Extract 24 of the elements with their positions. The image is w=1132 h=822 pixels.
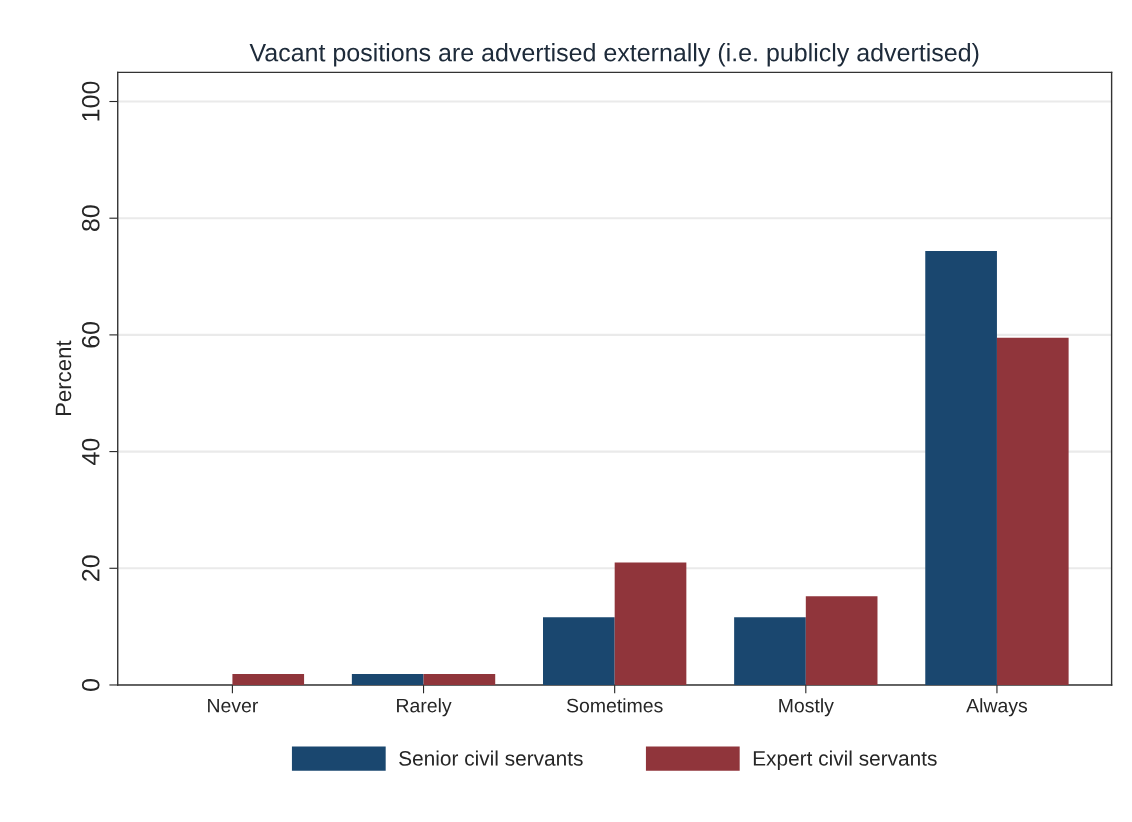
y-tick-label: 100 <box>81 81 100 121</box>
bar <box>614 562 687 685</box>
bar <box>805 596 878 685</box>
bar <box>543 617 615 685</box>
legend-label: Senior civil servants <box>399 750 583 766</box>
chart-title: Vacant positions are advertised externally (i.e. publicly advertised) <box>249 43 979 67</box>
y-tick-label: 80 <box>81 205 100 232</box>
legend-label: Expert civil servants <box>753 750 937 770</box>
y-tick-label: 60 <box>81 321 100 348</box>
y-tick-label: 20 <box>81 555 100 581</box>
bar <box>925 250 997 685</box>
y-tick-label: 0 <box>81 679 100 691</box>
bar <box>996 337 1069 685</box>
bar <box>232 673 305 685</box>
y-axis-title: Percent <box>55 340 72 416</box>
x-tick-label: Sometimes <box>566 698 663 713</box>
y-tick-label: 40 <box>81 438 100 465</box>
bar <box>423 673 496 685</box>
x-tick-label: Always <box>966 698 1028 717</box>
x-tick-label: Never <box>208 698 259 713</box>
x-tick-label: Rarely <box>397 698 452 717</box>
bar <box>734 617 806 685</box>
x-tick-label: Mostly <box>779 698 834 717</box>
bar <box>351 673 424 685</box>
